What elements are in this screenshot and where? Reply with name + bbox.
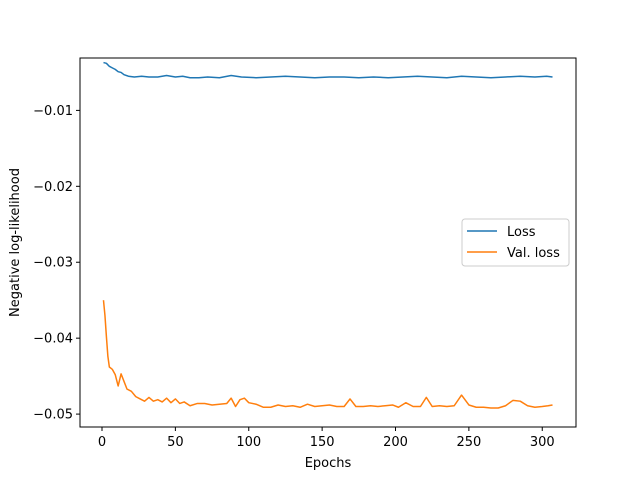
y-tick-label: −0.03 xyxy=(33,256,73,271)
plot-frame xyxy=(79,57,577,428)
x-tick-label: 0 xyxy=(98,435,106,450)
x-tick-label: 200 xyxy=(383,435,408,450)
x-tick-label: 100 xyxy=(236,435,261,450)
x-tick-label: 250 xyxy=(456,435,481,450)
x-tick-label: 50 xyxy=(167,435,184,450)
y-axis-title: Negative log-likelihood xyxy=(8,168,23,317)
legend-label-val-loss: Val. loss xyxy=(507,246,560,261)
x-axis-title: Epochs xyxy=(305,456,352,471)
y-tick-label: −0.02 xyxy=(33,180,73,195)
y-axis: −0.01 −0.02 −0.03 −0.04 −0.05 xyxy=(33,104,80,423)
x-axis: 0 50 100 150 200 250 300 xyxy=(98,427,555,450)
y-tick-label: −0.01 xyxy=(33,104,73,119)
series-line-val-loss xyxy=(102,300,553,409)
y-tick-label: −0.05 xyxy=(33,408,73,423)
legend-label-loss: Loss xyxy=(507,225,536,240)
legend: Loss Val. loss xyxy=(461,218,570,267)
y-tick-label: −0.04 xyxy=(33,332,73,347)
series-line-loss xyxy=(103,61,553,79)
series-layer xyxy=(102,61,553,409)
x-tick-label: 150 xyxy=(310,435,335,450)
x-tick-label: 300 xyxy=(530,435,555,450)
